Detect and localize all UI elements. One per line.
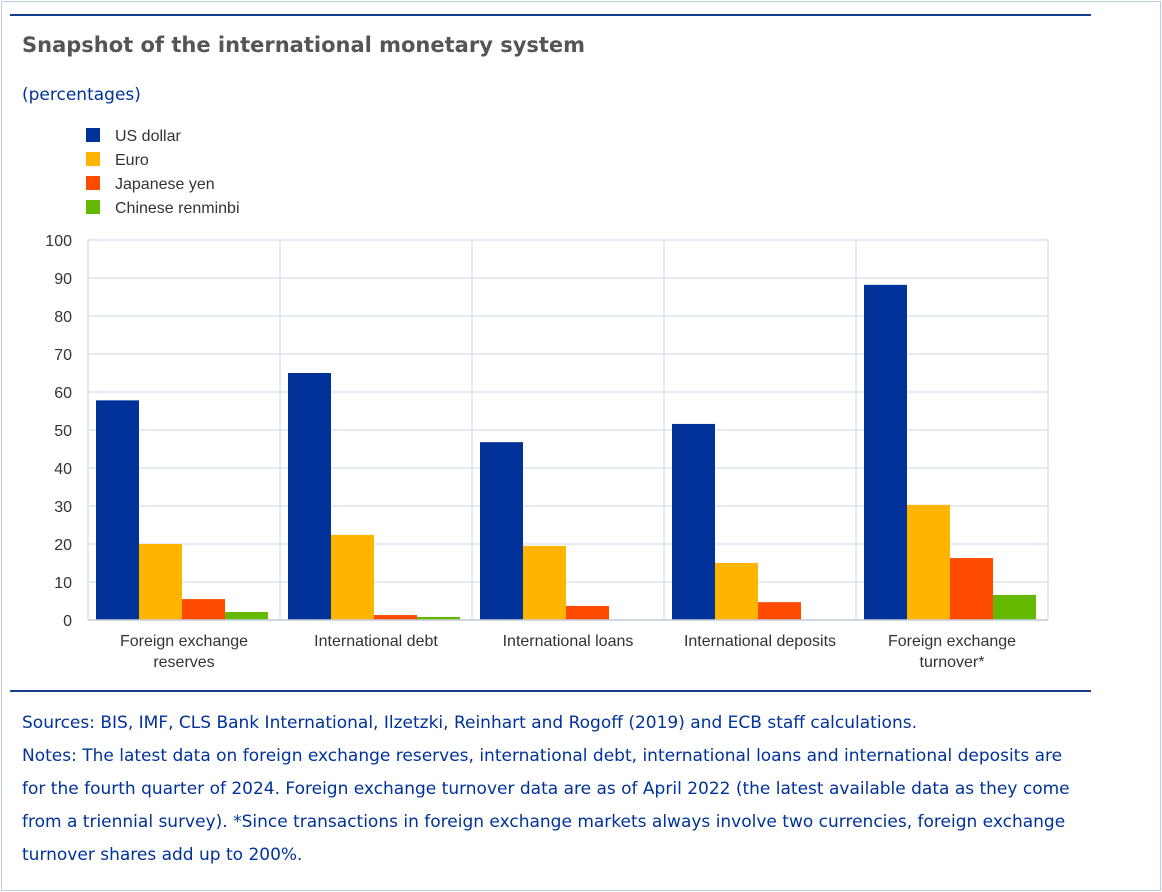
legend-label: US dollar [115, 128, 181, 145]
x-tick-label: turnover* [920, 654, 985, 671]
y-tick-label: 20 [54, 537, 72, 554]
legend-label: Japanese yen [115, 176, 215, 193]
x-tick-label: International loans [503, 633, 634, 650]
x-tick-label: International deposits [684, 633, 836, 650]
bar-us-dollar [864, 284, 907, 620]
x-tick-label: International debt [314, 633, 438, 650]
legend-swatch [86, 200, 100, 214]
y-tick-label: 70 [54, 347, 72, 364]
bar-chinese-renminbi [993, 594, 1036, 620]
x-tick-label: Foreign exchange [888, 633, 1016, 650]
legend-swatch [86, 152, 100, 166]
x-tick-label: reserves [153, 654, 214, 671]
chart-title: Snapshot of the international monetary s… [22, 33, 586, 57]
bar-japanese-yen [950, 558, 993, 620]
bar-chinese-renminbi [417, 616, 460, 620]
bottom-rule [10, 690, 1091, 692]
bar-euro [715, 563, 758, 620]
bar-euro [139, 544, 182, 620]
top-rule [10, 14, 1091, 16]
bar-euro [523, 545, 566, 620]
y-tick-label: 40 [54, 461, 72, 478]
legend-label: Chinese renminbi [115, 200, 240, 217]
bar-us-dollar [288, 373, 331, 620]
y-tick-label: 80 [54, 309, 72, 326]
bar-japanese-yen [182, 599, 225, 620]
bar-us-dollar [96, 400, 139, 620]
bar-japanese-yen [758, 602, 801, 620]
bar-japanese-yen [566, 605, 609, 620]
y-tick-label: 0 [63, 613, 72, 630]
chart-subtitle: (percentages) [22, 85, 141, 105]
bar-us-dollar [480, 442, 523, 620]
y-tick-label: 10 [54, 575, 72, 592]
x-tick-label: Foreign exchange [120, 633, 248, 650]
sources-text: Sources: BIS, IMF, CLS Bank Internationa… [22, 713, 917, 733]
y-tick-label: 90 [54, 271, 72, 288]
notes-text: Notes: The latest data on foreign exchan… [22, 746, 1070, 865]
bar-japanese-yen [374, 615, 417, 620]
chart-notes: Sources: BIS, IMF, CLS Bank Internationa… [22, 707, 1072, 872]
bar-chinese-renminbi [225, 612, 268, 620]
legend-swatch [86, 176, 100, 190]
bar-euro [907, 504, 950, 620]
bar-euro [331, 534, 374, 620]
legend-label: Euro [115, 152, 149, 169]
y-tick-label: 60 [54, 385, 72, 402]
y-tick-label: 50 [54, 423, 72, 440]
y-tick-label: 30 [54, 499, 72, 516]
legend-swatch [86, 128, 100, 142]
y-tick-label: 100 [45, 233, 72, 250]
bar-us-dollar [672, 423, 715, 620]
